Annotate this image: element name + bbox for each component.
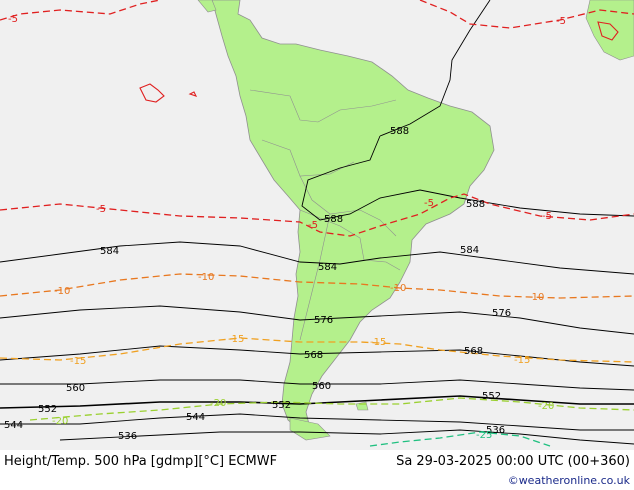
height-label: 588: [324, 214, 343, 225]
temperature-label: -10: [54, 286, 70, 297]
height-contour-588-north: [301, 135, 634, 221]
temperature-isotherms: [0, 0, 634, 447]
height-labels: 588 588 588 584 584 584 576 576 568 568 …: [4, 126, 511, 442]
south-america-land: [211, 0, 495, 431]
temperature-blobs: [139, 21, 619, 103]
temperature-label: -20: [538, 401, 554, 412]
credit-link[interactable]: ©weatheronline.co.uk: [507, 474, 630, 487]
valid-time: Sa 29-03-2025 00:00 UTC (00+360): [396, 454, 630, 469]
height-label: 584: [318, 262, 337, 273]
height-label: 576: [492, 308, 511, 319]
temperature-label: -5: [96, 204, 106, 215]
map-footer: Height/Temp. 500 hPa [gdmp][°C] ECMWF Sa…: [0, 450, 634, 490]
height-label: 584: [460, 245, 479, 256]
height-contour-536: [59, 429, 634, 445]
height-label: 584: [100, 246, 119, 257]
temperature-label: -10: [390, 283, 406, 294]
temperature-label: -15: [514, 355, 530, 366]
temperature-label: -5: [308, 220, 318, 231]
isotherm-minus15: [0, 337, 634, 363]
height-label: 544: [186, 412, 205, 423]
map-title: Height/Temp. 500 hPa [gdmp][°C] ECMWF: [4, 454, 278, 469]
temperature-label: -15: [370, 337, 386, 348]
temperature-label: -5: [424, 198, 434, 209]
height-contour-544: [0, 413, 634, 431]
temperature-label: -25: [476, 430, 492, 441]
height-label: 588: [466, 199, 485, 210]
temperature-label: -5: [542, 211, 552, 222]
height-contour-576: [0, 305, 634, 335]
height-label: 536: [118, 431, 137, 442]
height-label: 576: [314, 315, 333, 326]
tierra-del-fuego-land: [289, 417, 331, 441]
height-label: 552: [482, 391, 501, 402]
height-label: 588: [390, 126, 409, 137]
height-contour-552: [0, 395, 634, 409]
height-label: 552: [272, 400, 291, 411]
temperature-label: -5: [556, 16, 566, 27]
temperature-label: -10: [198, 272, 214, 283]
height-label: 560: [312, 381, 331, 392]
temperature-label: -15: [228, 334, 244, 345]
height-contour-560: [0, 379, 634, 391]
temperature-labels: -5 -5 -5 -5 -5 -5 -10 -10 -10 -10 -15 -1…: [8, 14, 566, 441]
isotherm-minus5-mid: [0, 193, 634, 237]
height-label: 560: [66, 383, 85, 394]
weather-map: 588 588 588 584 584 584 576 576 568 568 …: [0, 0, 634, 450]
isotherm-minus25: [369, 431, 551, 447]
temperature-label: -20: [210, 398, 226, 409]
height-label: 536: [486, 425, 505, 436]
height-label: 568: [464, 346, 483, 357]
central-america-land: [197, 0, 217, 13]
height-contour-588-upper: [379, 0, 491, 137]
height-label: 552: [38, 404, 57, 415]
height-label: 568: [304, 350, 323, 361]
isotherm-minus5-top: [0, 0, 161, 21]
height-label: 544: [4, 420, 23, 431]
height-contour-584: [0, 241, 634, 275]
temperature-label: -5: [8, 14, 18, 25]
africa-corner-land: [585, 0, 634, 61]
temperature-label: -20: [52, 416, 68, 427]
isotherm-minus10: [0, 273, 634, 299]
temperature-label: -15: [70, 356, 86, 367]
isotherm-minus5-top-right: [419, 0, 634, 29]
isotherm-minus20: [29, 397, 634, 421]
temperature-label: -10: [528, 292, 544, 303]
